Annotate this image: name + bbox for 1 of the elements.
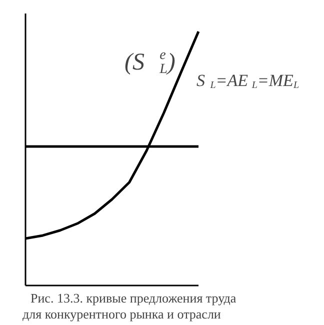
text: Рис. 13.3. кривые предложения труда для конкурентного рынка и отрасли bbox=[22, 290, 236, 322]
